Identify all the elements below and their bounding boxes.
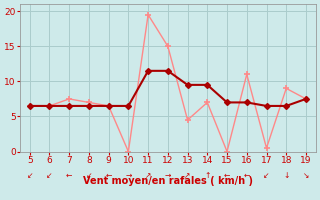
Text: ←: ←: [244, 171, 250, 180]
Text: ↙: ↙: [46, 171, 52, 180]
Text: ←: ←: [224, 171, 230, 180]
Text: ↙: ↙: [263, 171, 270, 180]
Text: →: →: [125, 171, 132, 180]
Text: ↗: ↗: [184, 171, 191, 180]
Text: ←: ←: [106, 171, 112, 180]
Text: ↙: ↙: [27, 171, 33, 180]
Text: ↓: ↓: [283, 171, 289, 180]
Text: →: →: [165, 171, 171, 180]
X-axis label: Vent moyen/en rafales ( km/h ): Vent moyen/en rafales ( km/h ): [83, 176, 253, 186]
Text: ↙: ↙: [86, 171, 92, 180]
Text: ↘: ↘: [303, 171, 309, 180]
Text: ←: ←: [66, 171, 72, 180]
Text: ↗: ↗: [145, 171, 151, 180]
Text: ↑: ↑: [204, 171, 211, 180]
